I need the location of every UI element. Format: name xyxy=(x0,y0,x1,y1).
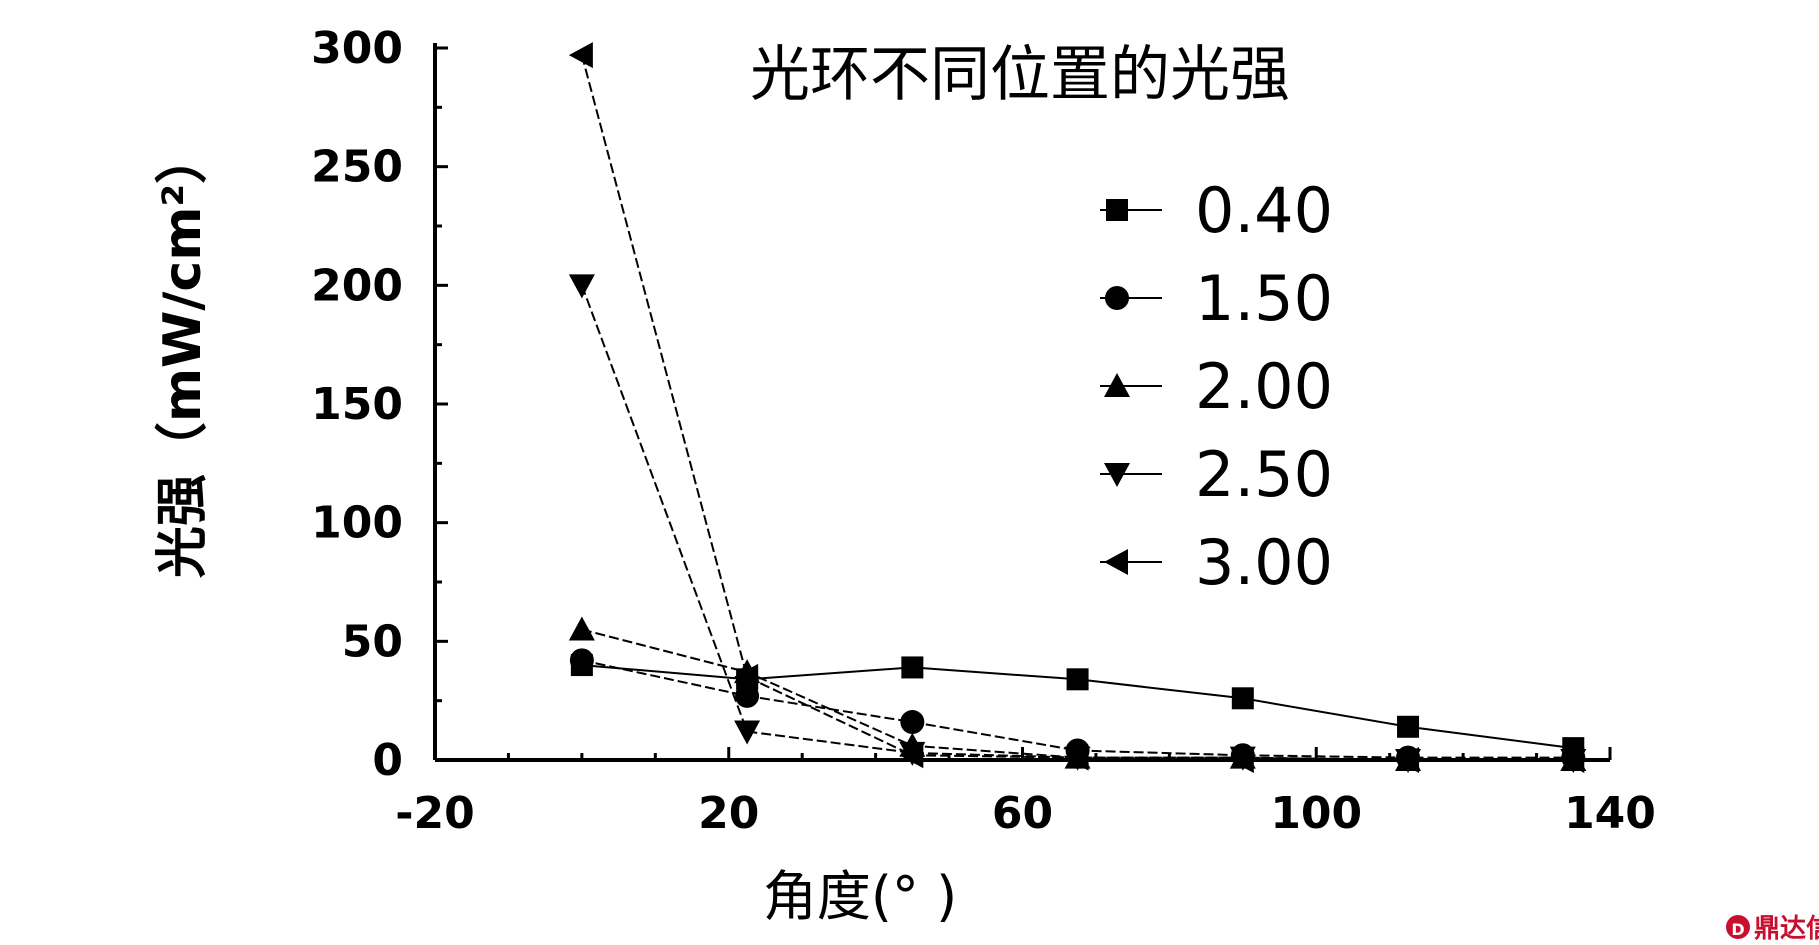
legend-label: 3.00 xyxy=(1195,526,1333,599)
data-point xyxy=(734,663,759,690)
y-tick-label: 300 xyxy=(311,23,403,74)
legend-item: 2.00 xyxy=(1100,350,1333,423)
legend-label: 0.40 xyxy=(1195,174,1333,247)
data-point xyxy=(1560,747,1585,773)
series-line xyxy=(580,54,1574,761)
data-point xyxy=(735,683,760,708)
x-tick-label: 20 xyxy=(698,788,759,839)
data-point xyxy=(568,274,595,299)
data-point xyxy=(1229,747,1254,773)
data-point xyxy=(734,720,761,745)
x-tick-label: 140 xyxy=(1564,788,1656,839)
axes: 0 50 100 150 200 250 300 -20 20 60 100 140 xyxy=(311,23,1656,839)
legend-item: 2.50 xyxy=(1100,438,1333,511)
legend-marker xyxy=(1105,286,1129,310)
x-tick-label: 100 xyxy=(1270,788,1362,839)
data-point xyxy=(901,656,924,679)
data-point xyxy=(899,742,924,769)
watermark-icon-glyph: D xyxy=(1731,920,1744,939)
legend-label: 2.00 xyxy=(1195,350,1333,423)
legend-marker xyxy=(1104,373,1130,397)
data-point xyxy=(1397,715,1420,738)
legend-label: 2.50 xyxy=(1195,438,1333,511)
y-tick-label: 0 xyxy=(372,735,403,786)
series-2.50 xyxy=(568,274,1587,773)
x-tick-label: -20 xyxy=(395,788,475,839)
x-axis-title: 角度(° ) xyxy=(763,865,957,928)
data-point xyxy=(1231,687,1254,710)
y-tick-label: 250 xyxy=(311,142,403,193)
legend-item: 3.00 xyxy=(1100,526,1333,599)
data-point xyxy=(900,710,925,735)
legend-marker xyxy=(1106,199,1128,221)
legend-marker xyxy=(1104,463,1130,487)
data-point xyxy=(569,648,594,673)
legend: 0.40 1.50 2.00 2.50 3.00 xyxy=(1100,174,1333,599)
data-point xyxy=(1064,744,1089,771)
data-point xyxy=(568,42,593,69)
y-tick-label: 50 xyxy=(342,616,403,667)
series-3.00 xyxy=(568,42,1585,773)
legend-item: 0.40 xyxy=(1100,174,1333,247)
y-tick-label: 150 xyxy=(311,379,403,430)
x-tick-label: 60 xyxy=(992,788,1053,839)
y-tick-label: 200 xyxy=(311,260,403,311)
y-tick-label: 100 xyxy=(311,498,403,549)
watermark-icon xyxy=(1726,915,1750,939)
data-point xyxy=(1066,668,1089,691)
series-layer xyxy=(568,42,1587,773)
chart-title: 光环不同位置的光强 xyxy=(750,40,1290,110)
data-point xyxy=(1395,747,1420,773)
data-point xyxy=(568,616,595,641)
watermark-text: 鼎达信 xyxy=(1754,914,1819,944)
legend-marker xyxy=(1104,549,1128,575)
legend-item: 1.50 xyxy=(1100,262,1333,335)
legend-label: 1.50 xyxy=(1195,262,1333,335)
watermark-logo: D 鼎达信 xyxy=(1726,914,1819,944)
y-axis-title: 光强（mW/cm²） xyxy=(153,132,213,578)
